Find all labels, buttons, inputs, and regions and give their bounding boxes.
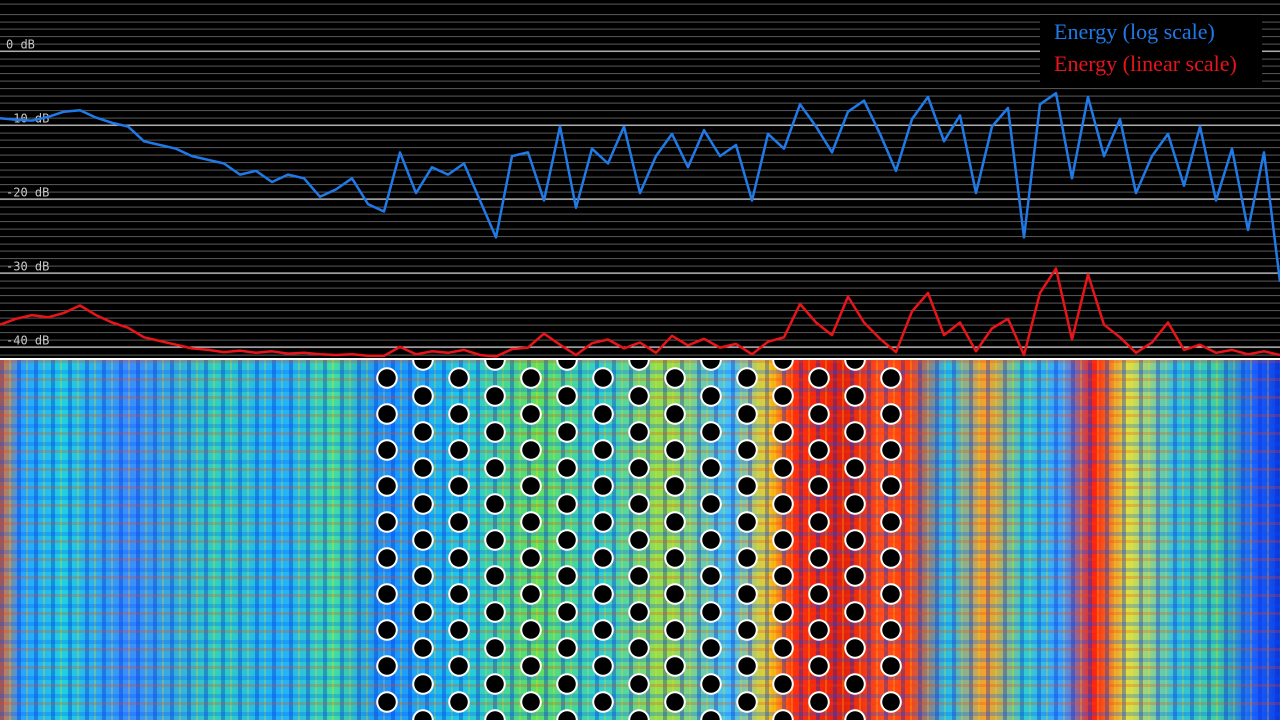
y-tick-label: -30 dB [6, 260, 49, 274]
dot-pattern [369, 360, 909, 720]
y-tick-label: -10 dB [6, 112, 49, 126]
legend-box [1040, 15, 1262, 85]
separator [0, 358, 1280, 360]
y-tick-label: -20 dB [6, 186, 49, 200]
y-tick-label: 0 dB [6, 38, 35, 52]
series-line [0, 91, 1280, 282]
series-line [0, 267, 1280, 358]
chart: 0 dB -10 dB -20 dB -30 dB -40 dB Energy (log… [0, 15, 1280, 358]
legend-label: Energy (linear scale) [1054, 51, 1237, 76]
y-tick-label: -40 dB [6, 333, 49, 347]
legend-label: Energy (log scale) [1054, 19, 1215, 44]
